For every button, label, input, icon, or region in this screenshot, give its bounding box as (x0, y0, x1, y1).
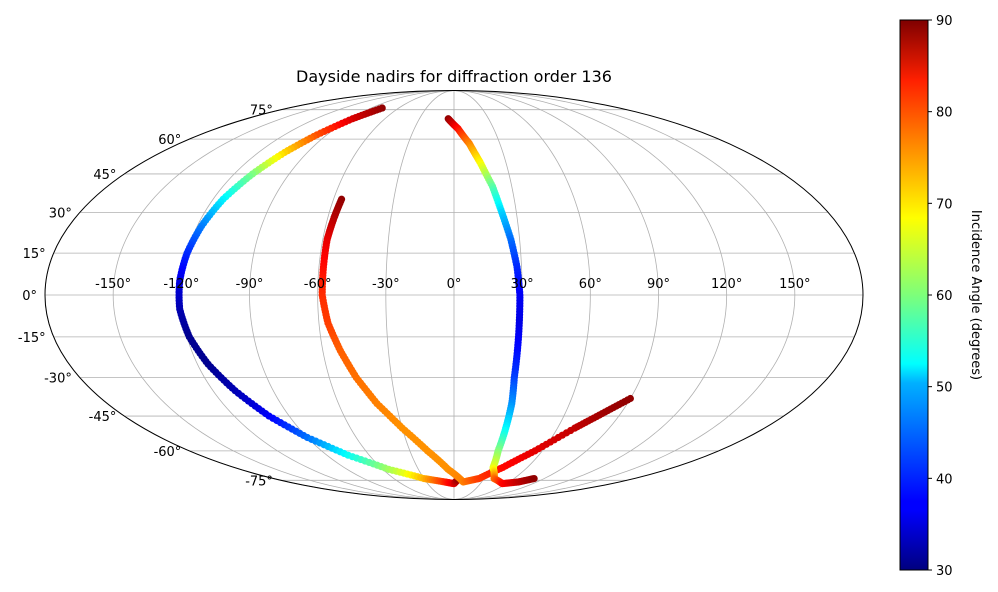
axis-tick-labels: -150° -120° -90° -60° -30° 0° 30° 60° 90° 120° 150… (18, 104, 811, 490)
lat-tick-label: -75° (245, 474, 273, 489)
colorbar-tick-label: 80 (936, 106, 953, 121)
lon-tick-label: -90° (236, 277, 264, 292)
colorbar-tick-label: 40 (936, 472, 953, 487)
colorbar-label: Incidence Angle (degrees) (968, 210, 983, 380)
lon-tick-label: 60° (579, 277, 602, 292)
lon-tick-label: 30° (511, 277, 534, 292)
colorbar-tick-label: 60 (936, 289, 953, 304)
lon-tick-label: 0° (447, 277, 462, 292)
lat-tick-label: -45° (89, 410, 117, 425)
map-grid (44, 90, 864, 500)
lat-tick-label: 30° (49, 206, 72, 221)
colorbar-tick-label: 50 (936, 381, 953, 396)
lon-tick-label: -120° (163, 277, 199, 292)
colorbar-gradient (899, 19, 929, 571)
lat-tick-label: -30° (44, 372, 72, 387)
data-points (175, 104, 634, 488)
colorbar-tick-label: 30 (936, 564, 953, 579)
lon-tick-label: 150° (779, 277, 810, 292)
lat-tick-label: 75° (250, 104, 273, 119)
lat-tick-label: -60° (154, 445, 182, 460)
colorbar-tick-label: 90 (936, 14, 953, 29)
lon-tick-label: -150° (95, 277, 131, 292)
chart-title: Dayside nadirs for diffraction order 136 (296, 67, 612, 86)
data-point (530, 474, 538, 483)
lat-tick-label: -15° (18, 331, 46, 346)
lat-tick-label: 60° (158, 133, 181, 148)
lon-tick-label: -60° (304, 277, 332, 292)
lon-tick-label: -30° (372, 277, 400, 292)
lat-tick-label: 15° (23, 247, 46, 262)
colorbar-tick-label: 70 (936, 197, 953, 212)
lat-tick-label: 45° (93, 168, 116, 183)
lon-tick-label: 90° (647, 277, 670, 292)
lon-tick-label: 120° (711, 277, 742, 292)
colorbar-ticks: 30 40 50 60 70 80 90 (928, 14, 953, 579)
lat-tick-label: 0° (22, 289, 37, 304)
map-boundary (44, 90, 864, 500)
data-point (626, 394, 634, 403)
colorbar: 30 40 50 60 70 80 90 Incidence Angle (degrees) (899, 14, 983, 579)
